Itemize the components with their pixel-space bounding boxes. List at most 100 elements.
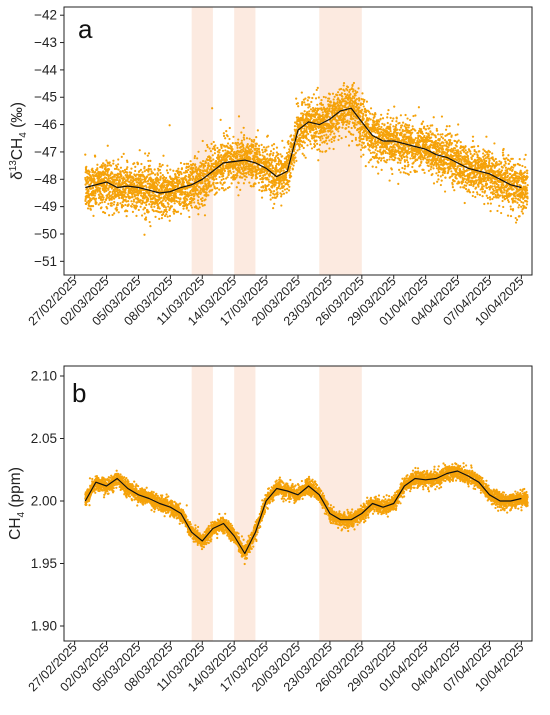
data-point [347, 125, 350, 129]
data-point [340, 92, 343, 95]
data-point [430, 166, 433, 169]
data-point [436, 145, 439, 148]
data-point [193, 194, 196, 197]
data-point [341, 107, 344, 110]
data-point [358, 140, 361, 143]
data-point [250, 151, 253, 155]
data-point [170, 205, 173, 208]
data-point [220, 178, 223, 182]
data-point [107, 202, 110, 205]
data-point [317, 96, 320, 99]
data-point [371, 165, 374, 168]
data-point [310, 147, 314, 150]
data-point [348, 111, 351, 114]
data-point [111, 213, 114, 217]
data-point [294, 151, 298, 154]
data-point [362, 105, 365, 108]
data-point [102, 210, 105, 214]
data-point [274, 164, 278, 167]
data-point [328, 147, 331, 150]
data-point [202, 166, 205, 169]
data-point [352, 104, 355, 107]
data-point [411, 131, 414, 134]
data-point [427, 164, 430, 168]
data-point [248, 137, 251, 140]
data-point [429, 130, 432, 133]
data-point [265, 149, 268, 152]
data-point [351, 90, 355, 93]
data-point [189, 177, 192, 180]
data-point [403, 167, 406, 170]
data-point [406, 117, 409, 120]
data-point [432, 116, 435, 119]
data-point [354, 119, 357, 122]
data-point [94, 197, 98, 200]
data-point [365, 139, 368, 142]
data-point [376, 150, 379, 153]
data-point [328, 93, 332, 96]
data-point [172, 210, 175, 213]
data-point [101, 166, 104, 169]
data-point [129, 196, 132, 199]
data-point [351, 83, 354, 86]
data-point [196, 157, 199, 160]
data-point [389, 130, 392, 133]
data-point [303, 141, 306, 144]
data-point [254, 145, 257, 148]
data-point [154, 215, 157, 218]
data-point [185, 178, 188, 181]
data-point [90, 176, 93, 179]
data-point [315, 130, 319, 133]
data-point [242, 136, 245, 139]
data-point [200, 164, 203, 167]
data-point [293, 125, 297, 128]
data-point [373, 120, 376, 123]
data-point [349, 92, 352, 96]
data-point [304, 103, 307, 106]
data-point [196, 192, 200, 196]
data-point [382, 156, 385, 159]
data-point [101, 201, 104, 204]
data-point [223, 181, 226, 184]
data-point [167, 203, 170, 206]
data-point [144, 192, 147, 195]
data-point [113, 181, 116, 184]
data-point [239, 164, 242, 167]
data-point [219, 118, 222, 121]
data-point [358, 99, 361, 102]
data-point [399, 159, 402, 162]
data-point [358, 143, 361, 146]
data-point [93, 180, 96, 183]
data-point [404, 146, 407, 149]
data-point [203, 188, 206, 191]
data-point [407, 126, 410, 129]
data-point [369, 112, 372, 115]
data-point [221, 187, 225, 190]
data-point [336, 94, 339, 97]
data-point [416, 158, 419, 161]
data-point [238, 168, 241, 172]
data-point [134, 169, 137, 173]
data-point [182, 181, 186, 184]
data-point [308, 110, 311, 113]
data-point [253, 138, 256, 142]
data-point [163, 184, 166, 187]
data-point [389, 116, 392, 119]
data-point [124, 174, 127, 177]
data-point [198, 185, 201, 189]
data-point [371, 138, 374, 141]
data-point [157, 205, 160, 208]
data-point [160, 196, 163, 199]
data-point [215, 177, 218, 181]
data-point [89, 197, 92, 200]
data-point [397, 182, 400, 185]
data-point [302, 113, 305, 116]
data-point [206, 171, 209, 174]
data-point [389, 123, 392, 126]
data-point [197, 213, 200, 216]
data-point [207, 194, 210, 197]
data-point [110, 194, 113, 197]
data-point [177, 197, 180, 200]
data-point [309, 131, 312, 134]
data-point [133, 162, 136, 165]
